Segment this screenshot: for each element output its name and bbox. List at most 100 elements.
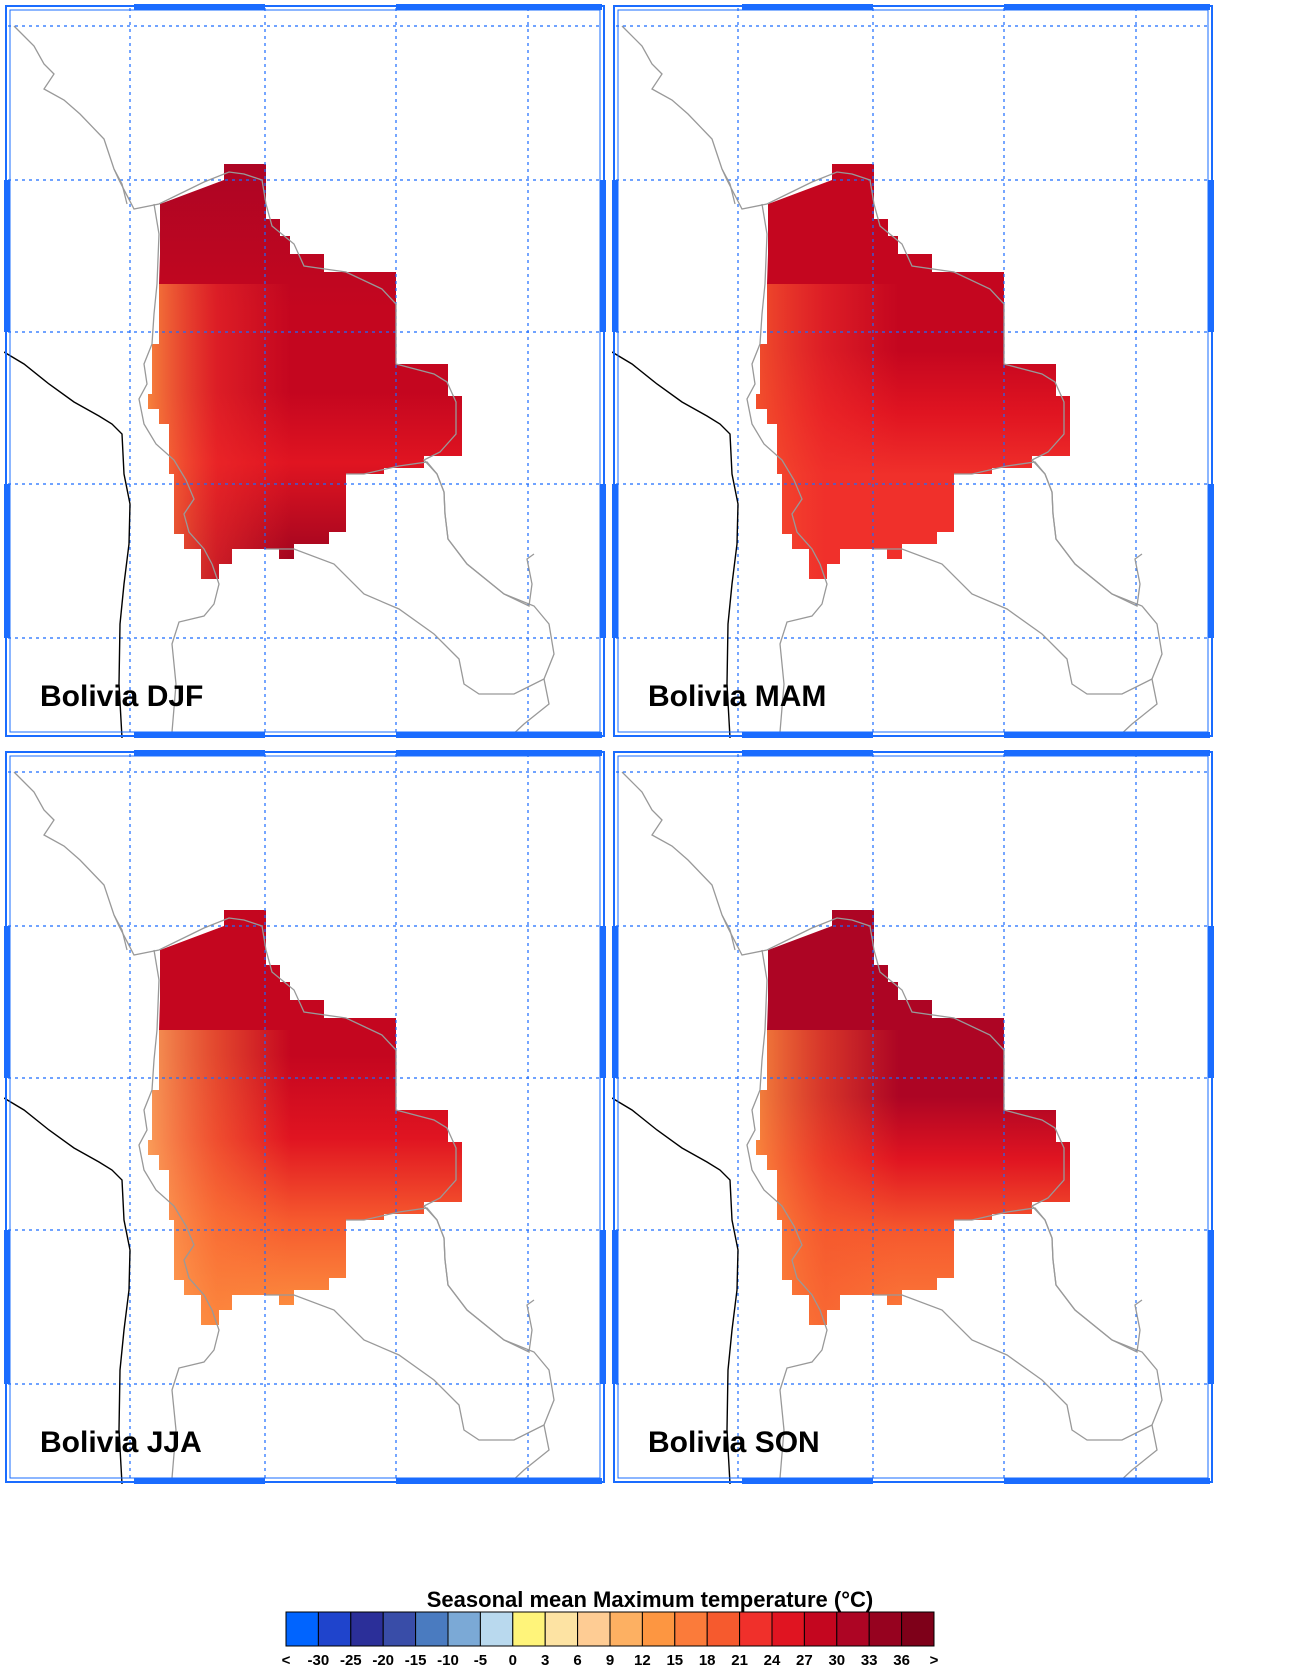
frame-tick: [1208, 484, 1214, 638]
country-border: [13, 771, 115, 916]
colorbar-swatch: [674, 1611, 708, 1647]
colorbar-swatch: [641, 1611, 676, 1647]
frame-tick: [4, 1230, 10, 1384]
frame-tick: [600, 484, 606, 638]
frame-tick: [4, 484, 10, 638]
frame-tick: [4, 926, 10, 1078]
colorbar-swatch: [771, 1611, 805, 1647]
frame-tick: [134, 750, 265, 756]
country-border: [113, 914, 128, 951]
colorbar-swatch: [803, 1611, 838, 1647]
country-border: [1116, 1424, 1158, 1484]
frame-tick: [1004, 1478, 1210, 1484]
frame-tick: [1004, 750, 1210, 756]
frame-tick: [396, 4, 602, 10]
colorbar-tick-label: 15: [666, 1652, 683, 1669]
coastline: [612, 1097, 739, 1484]
map-inner-frame: [617, 755, 1209, 1479]
country-border: [621, 25, 723, 170]
colorbar-swatch: [382, 1611, 417, 1647]
country-border: [721, 914, 736, 951]
country-border: [138, 949, 213, 1311]
coastline: [612, 351, 739, 738]
map-inner-frame: [9, 9, 601, 733]
frame-tick: [600, 1230, 606, 1384]
map-panel-jja: Bolivia JJA: [4, 750, 606, 1484]
colorbar-title: Seasonal mean Maximum temperature (°C): [426, 1587, 874, 1612]
coastline: [4, 1097, 131, 1484]
colorbar-high-label: >: [930, 1652, 939, 1669]
country-border: [874, 548, 1163, 695]
map-inner-frame: [617, 9, 1209, 733]
colorbar-tick-label: 3: [541, 1652, 549, 1669]
country-border: [508, 1424, 550, 1484]
colorbar-tick-label: 6: [573, 1652, 581, 1669]
country-border: [779, 563, 828, 733]
colorbar-tick-label: 18: [699, 1652, 716, 1669]
colorbar-tick-label: -5: [474, 1652, 487, 1669]
colorbar-swatch: [317, 1611, 352, 1647]
colorbar-swatch: [479, 1611, 514, 1647]
colorbar-tick-label: 24: [764, 1652, 781, 1669]
frame-tick: [612, 180, 618, 332]
panel-label: Bolivia SON: [648, 1426, 820, 1459]
colorbar-swatch: [544, 1611, 579, 1647]
colorbar-tick-label: 12: [634, 1652, 651, 1669]
temperature-west-gradient: [756, 1030, 962, 1325]
frame-tick: [600, 180, 606, 332]
colorbar-swatch: [739, 1611, 773, 1647]
map-jja: Bolivia JJA: [4, 750, 606, 1484]
frame-tick: [396, 732, 602, 738]
colorbar: < -30 -25 -20 -15 -10 -5 0 3 6 9 12 15 18 21 24 27 30 33 36…: [282, 1611, 939, 1669]
map-frame: [5, 751, 605, 1483]
country-border: [746, 949, 821, 1311]
coastline: [4, 351, 131, 738]
frame-tick: [1004, 4, 1210, 10]
frame-tick: [4, 180, 10, 332]
country-border: [954, 1207, 1113, 1341]
panel-label: Bolivia JJA: [40, 1426, 202, 1459]
temperature-west-gradient: [148, 284, 354, 579]
country-border: [346, 461, 505, 595]
map-son: Bolivia SON: [612, 750, 1214, 1484]
country-border: [874, 1294, 1163, 1441]
map-panel-djf: Bolivia DJF: [4, 4, 606, 738]
frame-tick: [742, 4, 873, 10]
frame-tick: [612, 484, 618, 638]
colorbar-tick-label: 33: [861, 1652, 878, 1669]
temperature-west-gradient: [148, 1030, 354, 1325]
country-border: [113, 168, 128, 205]
frame-tick: [1208, 926, 1214, 1078]
map-djf: Bolivia DJF: [4, 4, 606, 738]
frame-tick: [600, 926, 606, 1078]
colorbar-swatch: [350, 1611, 384, 1647]
temperature-west-gradient: [756, 284, 962, 579]
country-border: [346, 1207, 505, 1341]
country-border: [13, 25, 115, 170]
country-border: [621, 771, 723, 916]
map-panel-son: Bolivia SON: [612, 750, 1214, 1484]
frame-tick: [1208, 1230, 1214, 1384]
map-frame: [5, 5, 605, 737]
colorbar-tick-label: 21: [731, 1652, 748, 1669]
colorbar-tick-label: 9: [606, 1652, 614, 1669]
colorbar-swatch: [706, 1611, 741, 1647]
colorbar-tick-label: 0: [509, 1652, 517, 1669]
frame-tick: [134, 732, 265, 738]
frame-tick: [1208, 180, 1214, 332]
frame-tick: [612, 1230, 618, 1384]
frame-tick: [134, 1478, 265, 1484]
frame-tick: [134, 4, 265, 10]
panel-label: Bolivia MAM: [648, 680, 826, 713]
colorbar-swatch: [836, 1611, 870, 1647]
map-frame: [613, 751, 1213, 1483]
colorbar-tick-label: -15: [405, 1652, 427, 1669]
colorbar-swatch: [868, 1611, 903, 1647]
panel-label: Bolivia DJF: [40, 680, 203, 713]
colorbar-low-label: <: [282, 1652, 291, 1669]
colorbar-swatch: [901, 1611, 935, 1647]
country-border: [1116, 678, 1158, 738]
country-border: [508, 678, 550, 738]
colorbar-swatch: [447, 1611, 481, 1647]
frame-tick: [396, 750, 602, 756]
